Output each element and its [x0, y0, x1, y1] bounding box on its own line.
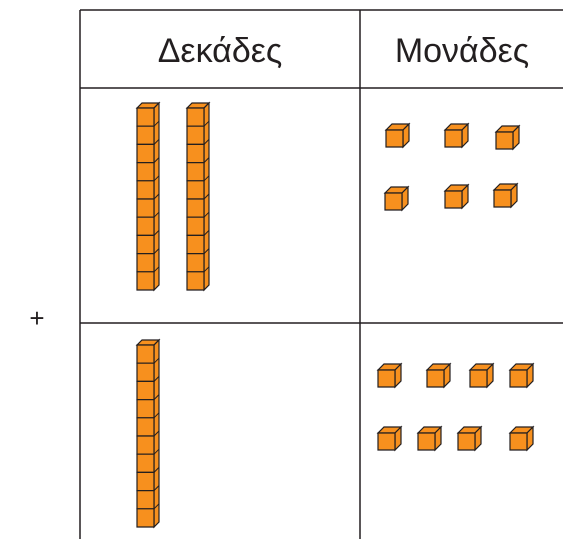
blocks [135, 101, 535, 529]
header-tens: Δεκάδες [158, 32, 283, 70]
rod-cube [186, 162, 205, 182]
unit-cube-front [457, 432, 476, 451]
rod-cube [186, 143, 205, 164]
rod-cube-edge [153, 139, 160, 145]
rod-cube [136, 417, 155, 437]
rod-cube [136, 508, 155, 528]
rod-cube-edge [153, 339, 160, 346]
header-units: Μονάδες [395, 32, 529, 70]
rod-cube-edge [153, 430, 160, 437]
rod-cube [186, 216, 205, 236]
rod-cube [136, 362, 155, 382]
unit-cube-front [385, 129, 404, 148]
rod-cube-edge [203, 248, 210, 254]
rod-cube [186, 253, 205, 273]
rod-cube-edge [203, 175, 210, 182]
rod-cube [136, 490, 155, 510]
rod-cube-edge [153, 266, 160, 273]
rod-cube-edge [203, 139, 210, 145]
rod-cube-edge [153, 376, 160, 382]
rod-cube-edge [153, 102, 160, 109]
rod-cube-edge [203, 230, 210, 236]
rod-cube [186, 271, 205, 291]
rod-cube [186, 234, 205, 255]
rod-cube-edge [153, 412, 160, 419]
rod-cube [136, 271, 155, 291]
unit-cube-front [469, 369, 488, 388]
rod-cube-edge [203, 193, 210, 200]
rod-cube [136, 253, 155, 273]
rod-cube-edge [153, 485, 160, 491]
rod-cube [136, 180, 155, 200]
rod-cube-edge [153, 230, 160, 236]
rod-cube [136, 216, 155, 236]
rod-cube [136, 380, 155, 401]
unit-cube-front [426, 369, 445, 388]
rod-cube [136, 471, 155, 492]
unit-cube-front [493, 189, 512, 208]
rod-cube-edge [153, 357, 160, 364]
rod-cube-edge [153, 248, 160, 254]
rod-cube-edge [203, 157, 210, 163]
rod-cube [136, 143, 155, 164]
rod-cube [186, 180, 205, 200]
rod-cube [136, 198, 155, 218]
rod-cube [136, 107, 155, 127]
rod-cube-edge [153, 193, 160, 200]
rod-cube-edge [153, 394, 160, 400]
rod-cube-edge [153, 157, 160, 163]
unit-cube-front [495, 131, 514, 150]
rod-cube-edge [153, 503, 160, 510]
rod-cube-edge [153, 211, 160, 218]
unit-cube-front [417, 432, 436, 451]
rod-cube [186, 125, 205, 145]
rod-cube [136, 125, 155, 145]
unit-cube-front [444, 190, 463, 209]
rod-cube-edge [153, 120, 160, 127]
unit-cube-front [377, 432, 396, 451]
rod-cube-edge [203, 120, 210, 127]
rod-cube [136, 344, 155, 364]
rod-cube-edge [153, 467, 160, 473]
rod-cube-edge [153, 448, 160, 455]
rod-cube [136, 162, 155, 182]
unit-cube-front [509, 432, 528, 451]
rod-cube [186, 198, 205, 218]
rod-cube [136, 453, 155, 473]
unit-cube-front [444, 129, 463, 148]
rod-cube-edge [203, 211, 210, 218]
rod-cube [136, 234, 155, 255]
unit-cube-front [377, 369, 396, 388]
unit-cube-front [384, 192, 403, 211]
unit-cube-front [509, 369, 528, 388]
rod-cube-edge [203, 102, 210, 109]
rod-cube-edge [203, 266, 210, 273]
rod-cube [186, 107, 205, 127]
plus-sign: + [29, 303, 44, 333]
rod-cube [136, 399, 155, 419]
rod-cube [136, 435, 155, 455]
rod-cube-edge [153, 175, 160, 182]
